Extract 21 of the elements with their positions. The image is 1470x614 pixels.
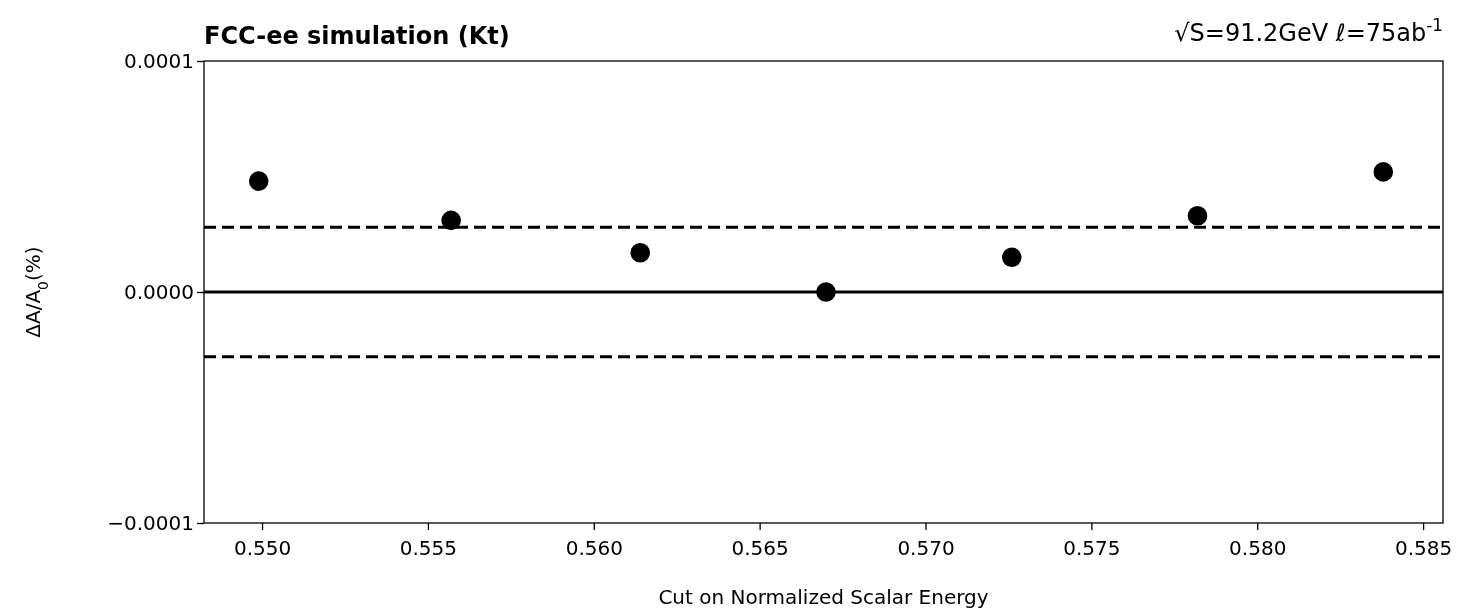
point: [630, 242, 650, 263]
x-tick-label: 0.580: [1229, 536, 1287, 560]
x-tick-label: 0.585: [1394, 536, 1453, 560]
x-tick-label: 0.575: [1063, 536, 1121, 560]
point: [816, 282, 836, 302]
point: [441, 210, 461, 231]
x-tick-label: 0.570: [897, 536, 955, 560]
point: [1187, 206, 1208, 226]
point: [1001, 247, 1022, 268]
x-tick-label: 0.560: [565, 536, 623, 560]
chart-title: FCC-ee simulation (Kt): [204, 22, 510, 50]
x-axis-title: Cut on Normalized Scalar Energy: [658, 585, 989, 609]
point: [1373, 162, 1394, 182]
x-tick-label: 0.555: [399, 536, 458, 560]
point: [248, 171, 269, 191]
x-tick-label: 0.550: [233, 536, 292, 560]
y-tick-label: 0.0001: [124, 48, 194, 73]
y-tick-label: 0.0000: [124, 279, 194, 304]
x-tick-label: 0.565: [731, 536, 789, 560]
chart-subtitle: √S=91.2GeV ℓ=75ab$^{-1}$: [1174, 15, 1443, 47]
y-tick-label: −0.0001: [107, 510, 194, 535]
